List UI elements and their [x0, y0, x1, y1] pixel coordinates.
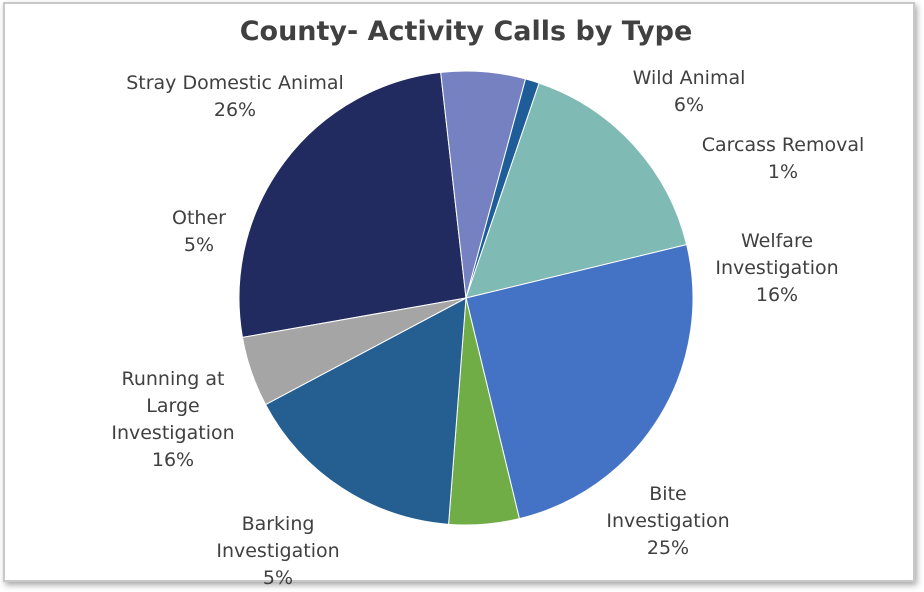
slice-label-6: Running at Large Investigation 16%	[111, 368, 234, 471]
slice-label-line: Carcass Removal	[702, 134, 865, 156]
slice-label-2: Carcass Removal 1%	[702, 134, 865, 183]
slice-label-line: Running at	[122, 368, 225, 390]
slice-percent: 1%	[768, 161, 798, 183]
pie-slice-4	[465, 244, 694, 520]
slice-label-line: Investigation	[715, 257, 838, 279]
pie-slice-6	[264, 297, 467, 525]
slice-label-line: Large	[146, 395, 199, 417]
chart-title: County- Activity Calls by Type	[240, 16, 693, 47]
slice-percent: 16%	[756, 284, 798, 306]
slice-percent: 26%	[214, 99, 256, 121]
slice-percent: 5%	[263, 567, 293, 589]
slice-label-line: Stray Domestic Animal	[126, 72, 344, 94]
slice-label-line: Investigation	[216, 540, 339, 562]
slice-label-line: Welfare	[741, 230, 813, 252]
pie-slice-0	[238, 71, 467, 338]
slice-label-line: Barking	[242, 513, 315, 535]
slice-label-line: Other	[172, 207, 226, 229]
pie-slices	[238, 70, 694, 526]
slice-label-7: Other 5%	[172, 207, 226, 256]
slice-label-0: Stray Domestic Animal 26%	[126, 72, 344, 121]
slice-label-1: Wild Animal 6%	[633, 67, 746, 116]
slice-label-3: Welfare Investigation 16%	[715, 230, 838, 306]
slice-percent: 6%	[674, 94, 704, 116]
slice-label-line: Investigation	[111, 422, 234, 444]
slice-labels: Stray Domestic Animal 26% Wild Animal 6% Car…	[111, 67, 864, 589]
slice-label-line: Wild Animal	[633, 67, 746, 89]
slice-percent: 5%	[184, 234, 214, 256]
slice-percent: 16%	[152, 449, 194, 471]
pie-slice-7	[241, 297, 467, 406]
slice-label-line: Bite	[649, 483, 686, 505]
slice-label-4: Bite Investigation 25%	[606, 483, 729, 559]
pie-slice-3	[465, 82, 688, 299]
slice-percent: 25%	[647, 537, 689, 559]
slice-label-5: Barking Investigation 5%	[216, 513, 339, 589]
slice-label-line: Investigation	[606, 510, 729, 532]
